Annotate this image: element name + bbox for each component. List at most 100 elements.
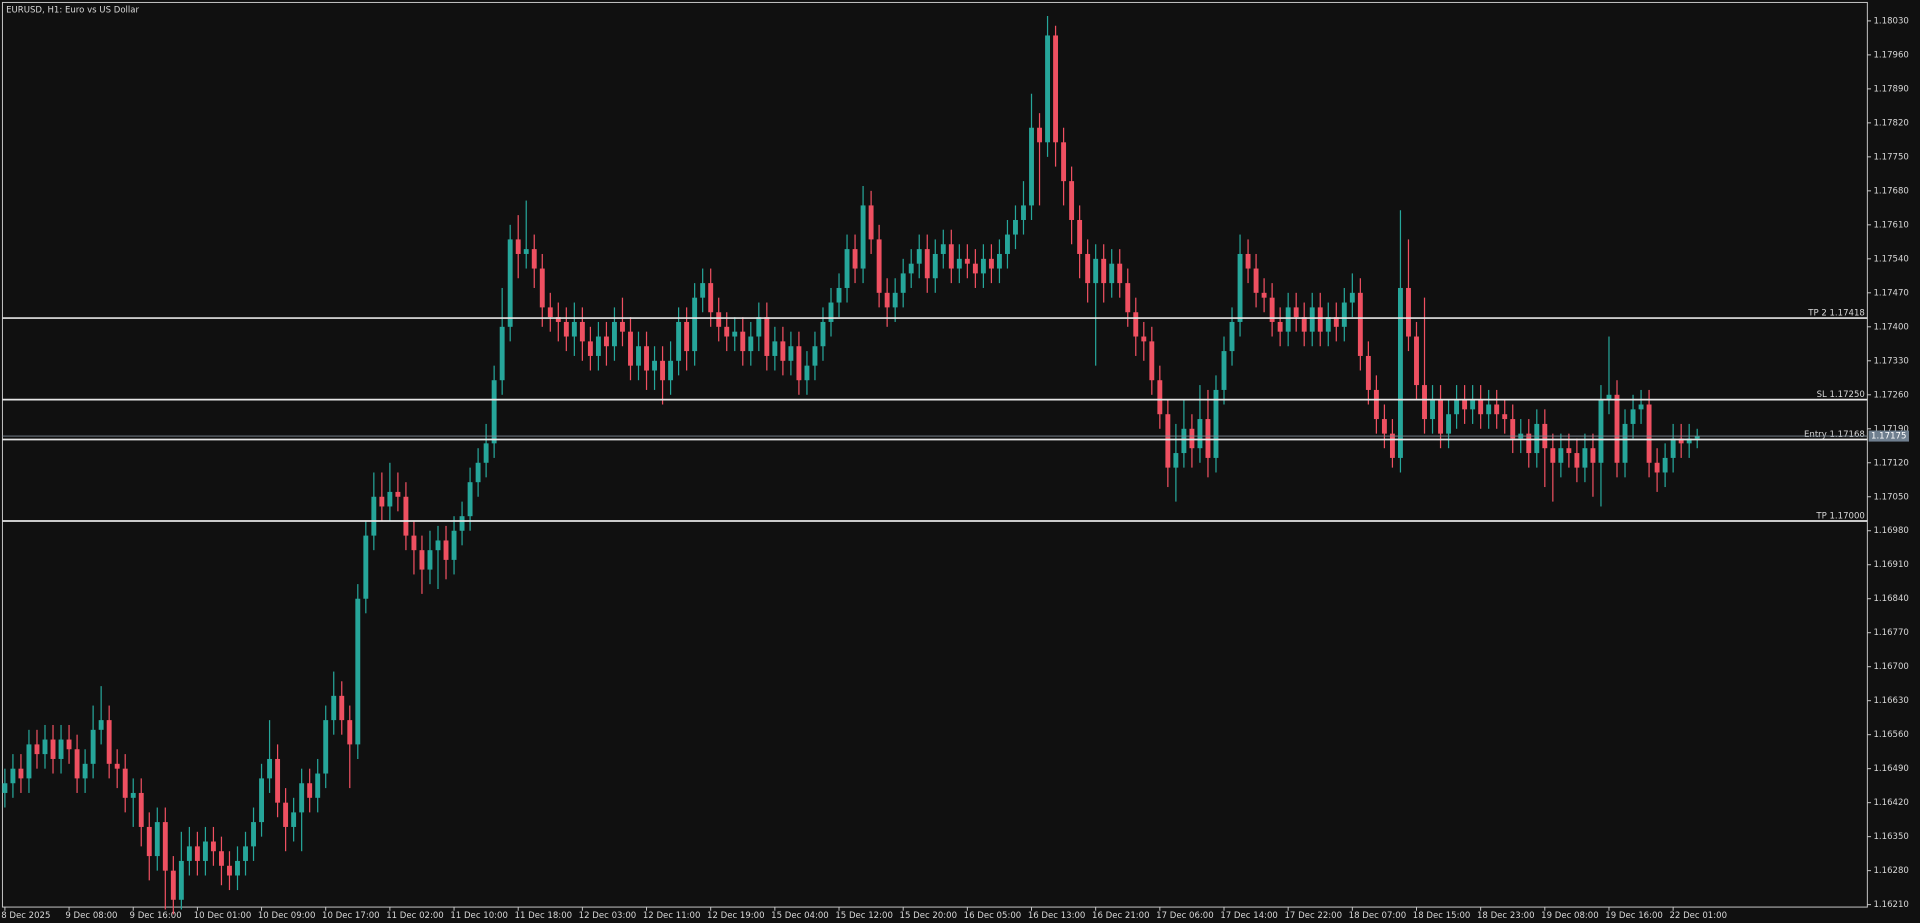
candle-body — [98, 720, 104, 730]
candle-body — [2, 783, 8, 793]
candle-body — [1406, 287, 1411, 337]
x-tick-label: 18 Dec 23:00 — [1477, 911, 1535, 921]
y-tick-label: 1.17330 — [1873, 356, 1908, 366]
y-tick-label: 1.17400 — [1873, 322, 1908, 332]
candle-body — [764, 317, 770, 356]
candle-body — [1646, 404, 1652, 463]
x-tick-label: 22 Dec 01:00 — [1669, 911, 1727, 921]
y-tick-label: 1.17470 — [1873, 288, 1908, 298]
candle-body — [251, 822, 256, 847]
candle-body — [1277, 321, 1283, 332]
x-tick-label: 16 Dec 13:00 — [1028, 911, 1086, 921]
y-tick-label: 1.17260 — [1873, 390, 1908, 400]
candle-body — [1101, 258, 1107, 284]
candle-body — [1237, 253, 1243, 322]
x-tick-label: 11 Dec 02:00 — [386, 911, 444, 921]
candle-body — [1285, 307, 1291, 332]
y-tick-label: 1.18030 — [1873, 16, 1908, 26]
candle-body — [1309, 307, 1315, 332]
y-tick-label: 1.17680 — [1873, 186, 1908, 196]
candle-body — [940, 244, 946, 254]
candle-body — [652, 360, 657, 371]
level-label: TP 1.17000 — [1815, 512, 1865, 522]
y-tick-label: 1.17050 — [1873, 492, 1908, 502]
candle-body — [1526, 433, 1532, 454]
candle-body — [620, 321, 625, 332]
candle-body — [1221, 351, 1227, 390]
y-tick-label: 1.16910 — [1873, 560, 1908, 570]
candle-body — [130, 792, 136, 798]
candle-body — [138, 792, 144, 827]
candle-body — [1125, 283, 1131, 313]
candle-body — [1446, 414, 1452, 434]
candle-body — [235, 860, 240, 876]
candle-body — [587, 341, 593, 356]
candle-body — [531, 249, 537, 269]
candle-body — [1029, 127, 1034, 206]
x-tick-label: 15 Dec 04:00 — [771, 911, 829, 921]
candle-body — [1534, 423, 1540, 454]
candle-body — [571, 321, 577, 337]
level-label: Entry 1.17168 — [1804, 430, 1865, 440]
candle-body — [1013, 219, 1018, 235]
candle-body — [1686, 438, 1692, 444]
candle-body — [844, 249, 850, 288]
candle-body — [916, 249, 922, 264]
candle-body — [1622, 423, 1628, 463]
candle-body — [932, 253, 938, 279]
candle-body — [1325, 317, 1331, 332]
candle-body — [1365, 355, 1371, 390]
candle-body — [1117, 263, 1123, 284]
candle-body — [227, 865, 232, 876]
candle-body — [162, 822, 168, 871]
candle-body — [1598, 399, 1604, 463]
candle-body — [812, 346, 818, 366]
candle-body — [644, 346, 649, 371]
chart-title: EURUSD, H1: Euro vs US Dollar — [6, 5, 139, 15]
candle-body — [1678, 438, 1684, 444]
candle-body — [42, 739, 48, 755]
x-tick-label: 17 Dec 22:00 — [1284, 911, 1342, 921]
candle-body — [1398, 287, 1403, 458]
candle-body — [1638, 404, 1644, 410]
candle-body — [146, 826, 152, 857]
candle-body — [668, 360, 674, 381]
candle-body — [1293, 307, 1299, 318]
candle-body — [748, 336, 754, 352]
x-tick-label: 10 Dec 01:00 — [194, 911, 252, 921]
candle-body — [1077, 219, 1083, 254]
candle-body — [210, 841, 216, 852]
candle-body — [1085, 253, 1091, 284]
candle-body — [852, 249, 858, 269]
candle-body — [82, 763, 88, 779]
candle-body — [1005, 234, 1010, 254]
candle-body — [1422, 385, 1427, 420]
candle-body — [1694, 436, 1700, 439]
candle-body — [547, 307, 553, 318]
candle-body — [267, 758, 273, 779]
y-tick-label: 1.17540 — [1873, 254, 1908, 264]
candle-body — [523, 249, 529, 254]
y-tick-label: 1.16630 — [1873, 696, 1908, 706]
candle-body — [114, 763, 120, 769]
x-tick-label: 18 Dec 07:00 — [1349, 911, 1407, 921]
y-tick-label: 1.16210 — [1873, 900, 1908, 910]
candle-body — [1662, 457, 1668, 473]
candle-body — [58, 739, 64, 759]
x-tick-label: 15 Dec 12:00 — [835, 911, 893, 921]
candle-body — [595, 336, 601, 356]
candle-body — [435, 540, 441, 551]
candle-body — [1470, 399, 1476, 410]
candle-body — [1037, 127, 1042, 143]
candle-body — [1093, 258, 1099, 284]
candle-body — [427, 550, 433, 570]
candle-body — [66, 739, 72, 750]
y-tick-label: 1.17890 — [1873, 84, 1908, 94]
candle-body — [1486, 404, 1492, 415]
candle-body — [924, 249, 930, 279]
candle-body — [459, 516, 465, 531]
candle-body — [483, 443, 489, 463]
candle-body — [1333, 317, 1339, 327]
